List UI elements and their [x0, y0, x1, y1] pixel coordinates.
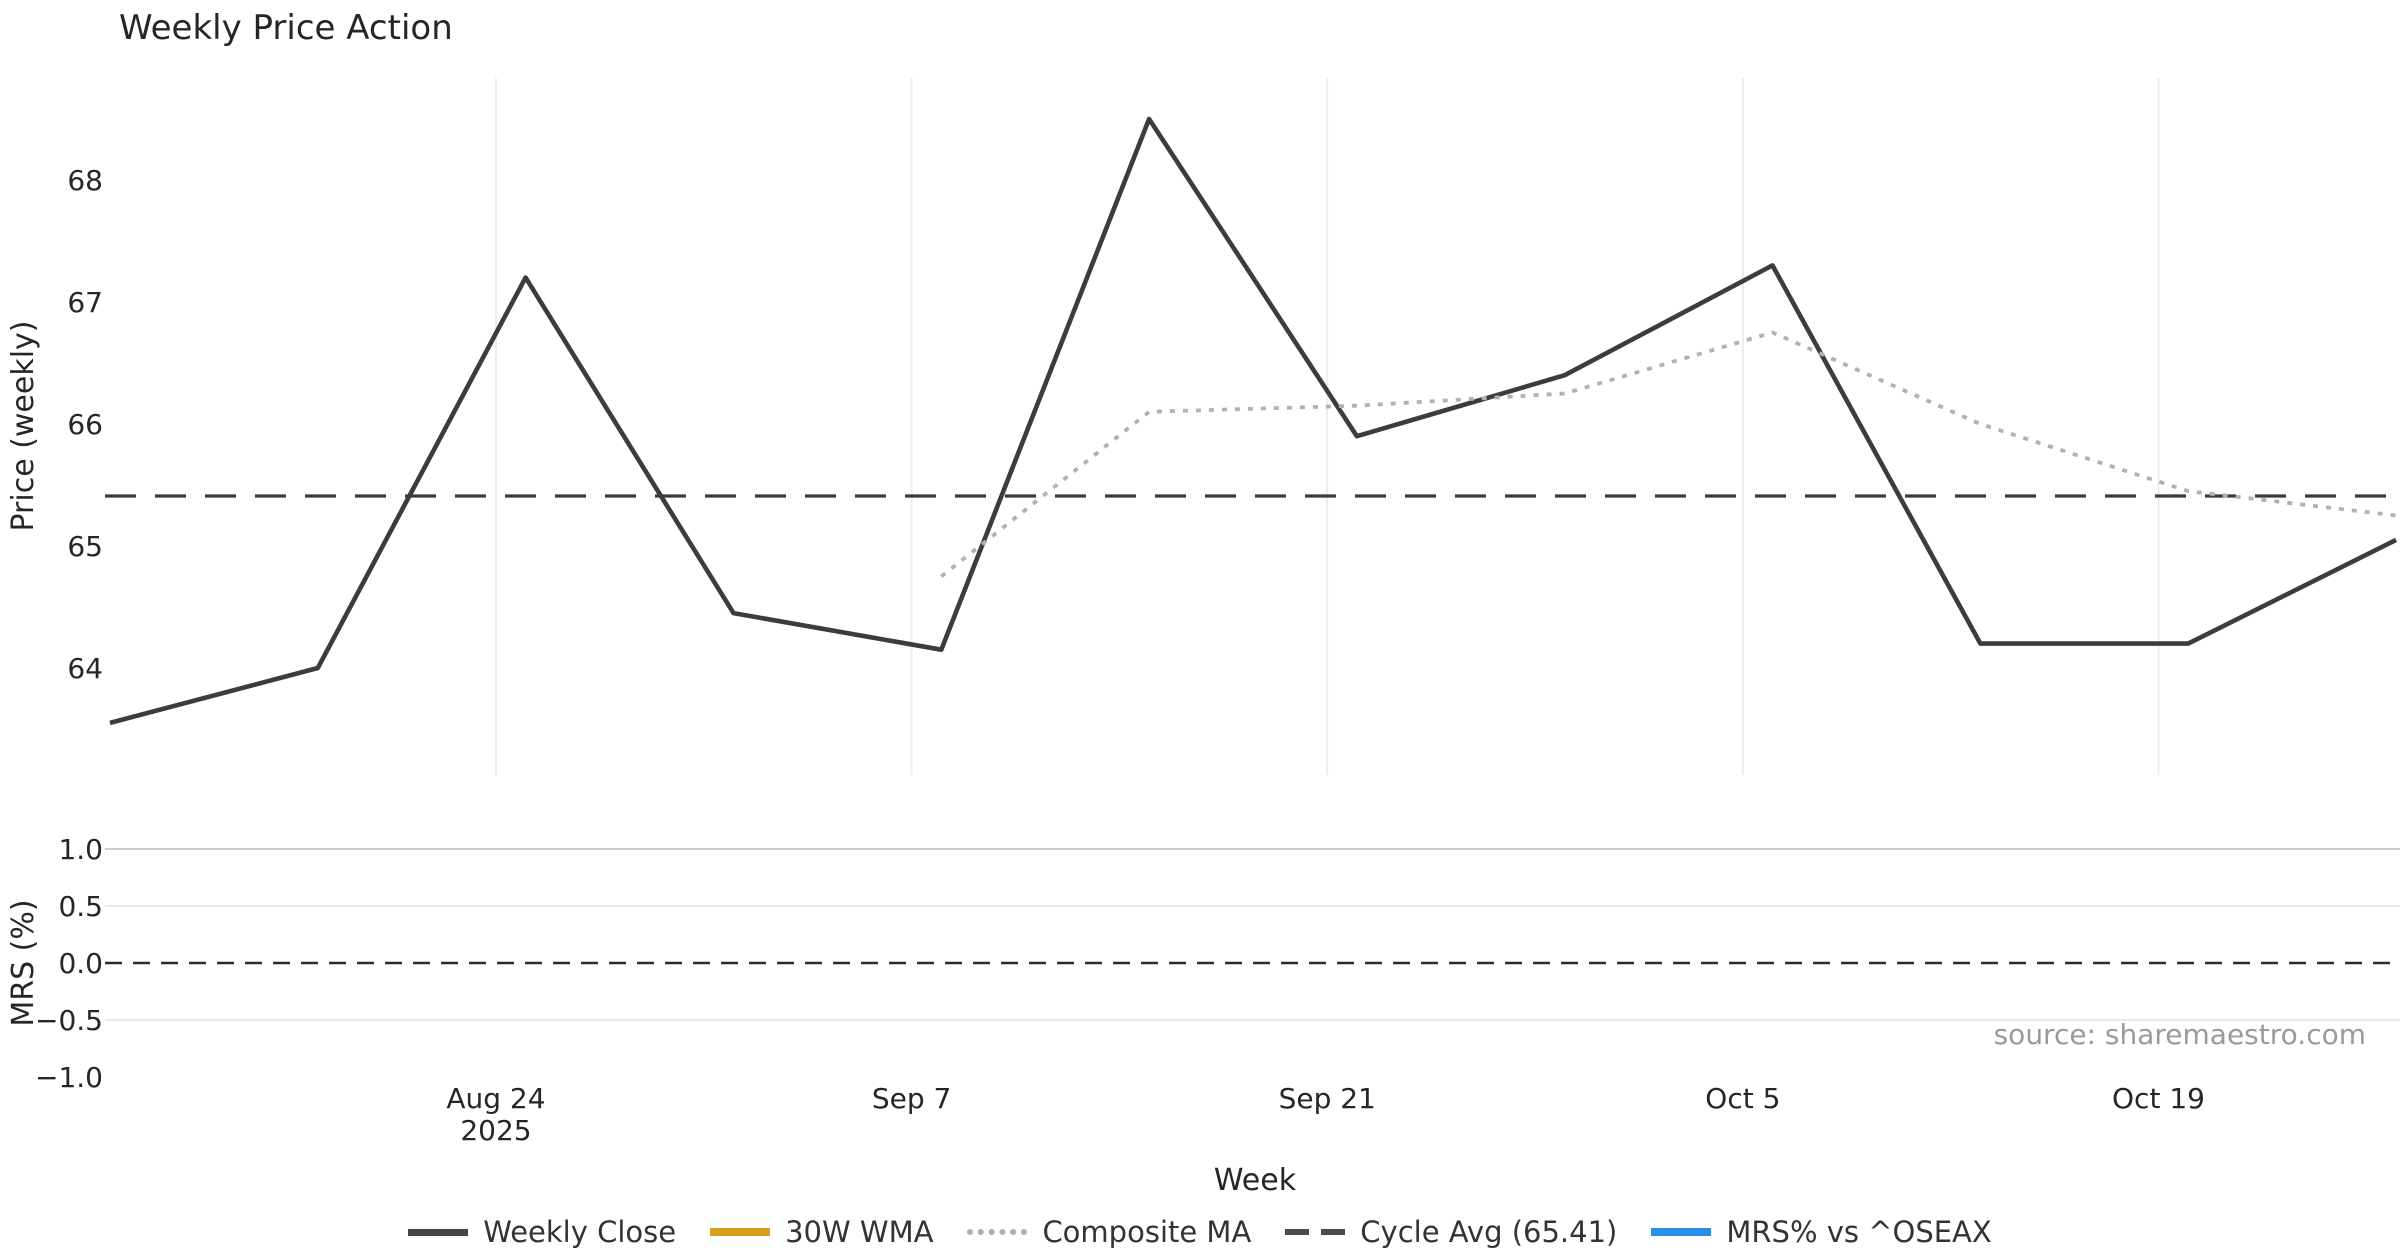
x-tick-label: Oct 5: [1705, 1082, 1780, 1115]
weekly-close-line: [109, 116, 2398, 726]
legend-label: MRS% vs ^OSEAX: [1726, 1215, 1992, 1249]
week-axis-label: Week: [1213, 1163, 1297, 1198]
page-title: Weekly Price Action: [119, 8, 453, 48]
legend-swatch-solid-dark: [408, 1228, 469, 1236]
legend-swatch-solid-blue: [1651, 1228, 1712, 1236]
legend-swatch-dashed-dark: [1285, 1229, 1346, 1235]
legend-item: Weekly Close: [408, 1215, 676, 1249]
legend-swatch-solid-gold: [710, 1228, 771, 1236]
composite-ma-line: [940, 330, 2397, 578]
mrs-tick-label: −0.5: [35, 1004, 103, 1037]
legend-swatch-dotted-gray: [967, 1229, 1028, 1235]
mrs-tick-label: 0.5: [58, 890, 103, 923]
mrs-tick-label: 0.0: [58, 947, 103, 980]
x-tick-label: Aug 24: [446, 1082, 545, 1115]
legend-item: Cycle Avg (65.41): [1285, 1215, 1617, 1249]
mrs-axis-label: MRS (%): [6, 899, 41, 1027]
price-tick-label: 67: [67, 286, 103, 319]
price-tick-label: 66: [67, 408, 103, 441]
legend-label: Composite MA: [1042, 1215, 1252, 1249]
legend-label: Cycle Avg (65.41): [1360, 1215, 1618, 1249]
legend-item: 30W WMA: [710, 1215, 933, 1249]
mrs-tick-label: −1.0: [35, 1061, 103, 1094]
price-tick-label: 65: [67, 530, 103, 563]
legend-item: Composite MA: [967, 1215, 1251, 1249]
x-tick-label: Sep 7: [872, 1082, 952, 1115]
source-credit: source: sharemaestro.com: [1993, 1018, 2366, 1051]
legend-label: 30W WMA: [785, 1215, 934, 1249]
price-tick-label: 68: [67, 164, 103, 197]
x-tick-label: Sep 21: [1279, 1082, 1376, 1115]
x-tick-year-label: 2025: [460, 1114, 531, 1147]
price-axis-label: Price (weekly): [6, 320, 41, 532]
legend: Weekly Close 30W WMA Composite MA Cycle Avg…: [0, 1210, 2400, 1254]
legend-item: MRS% vs ^OSEAX: [1651, 1215, 1992, 1249]
legend-label: Weekly Close: [483, 1215, 677, 1249]
mrs-tick-label: 1.0: [58, 833, 103, 866]
price-tick-label: 64: [67, 652, 103, 685]
x-tick-label: Oct 19: [2112, 1082, 2205, 1115]
